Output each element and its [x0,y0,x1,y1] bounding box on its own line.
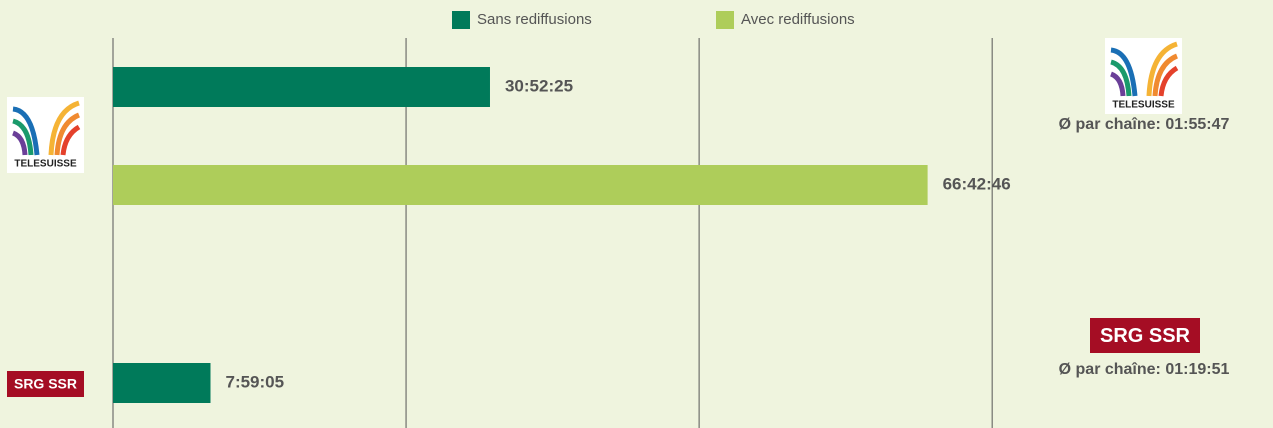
logo-arc [1146,41,1178,97]
bar [113,67,490,107]
logo-telesuisse: TELESUISSE [7,97,84,173]
logo-text: TELESUISSE [14,159,77,170]
legend-label: Sans rediffusions [477,11,592,28]
logo-srg: SRG SSR [7,371,84,397]
bar [113,165,928,205]
value-label: 66:42:46 [943,174,1011,193]
logo-text: TELESUISSE [1112,100,1175,111]
logo-bg [7,371,84,397]
logo-telesuisse: TELESUISSE [1105,38,1182,114]
logo-bg [1090,318,1200,353]
logo-arc [54,112,81,156]
value-label: 7:59:05 [225,372,284,391]
logo-text: SRG SSR [14,376,77,392]
logo-arc [1152,53,1179,97]
logo-arc [1109,71,1126,97]
logo-arc [11,130,28,156]
legend-swatch [716,11,734,29]
logo-arc [12,106,40,156]
annotation: Ø par chaîne: 01:55:47 [1059,116,1230,133]
logo-arc [1110,47,1138,97]
logo-arc [60,124,81,156]
logo-arc [1158,65,1179,97]
logo-arc [12,118,34,156]
logo-srg: SRG SSR [1090,318,1200,353]
logo-arc [1110,59,1132,97]
legend-swatch [452,11,470,29]
value-label: 30:52:25 [505,76,573,95]
logo-text: SRG SSR [1100,325,1191,347]
logo-arc [48,100,80,156]
annotation: Ø par chaîne: 01:19:51 [1059,361,1230,378]
legend-label: Avec rediffusions [741,11,855,28]
bar [113,363,211,403]
